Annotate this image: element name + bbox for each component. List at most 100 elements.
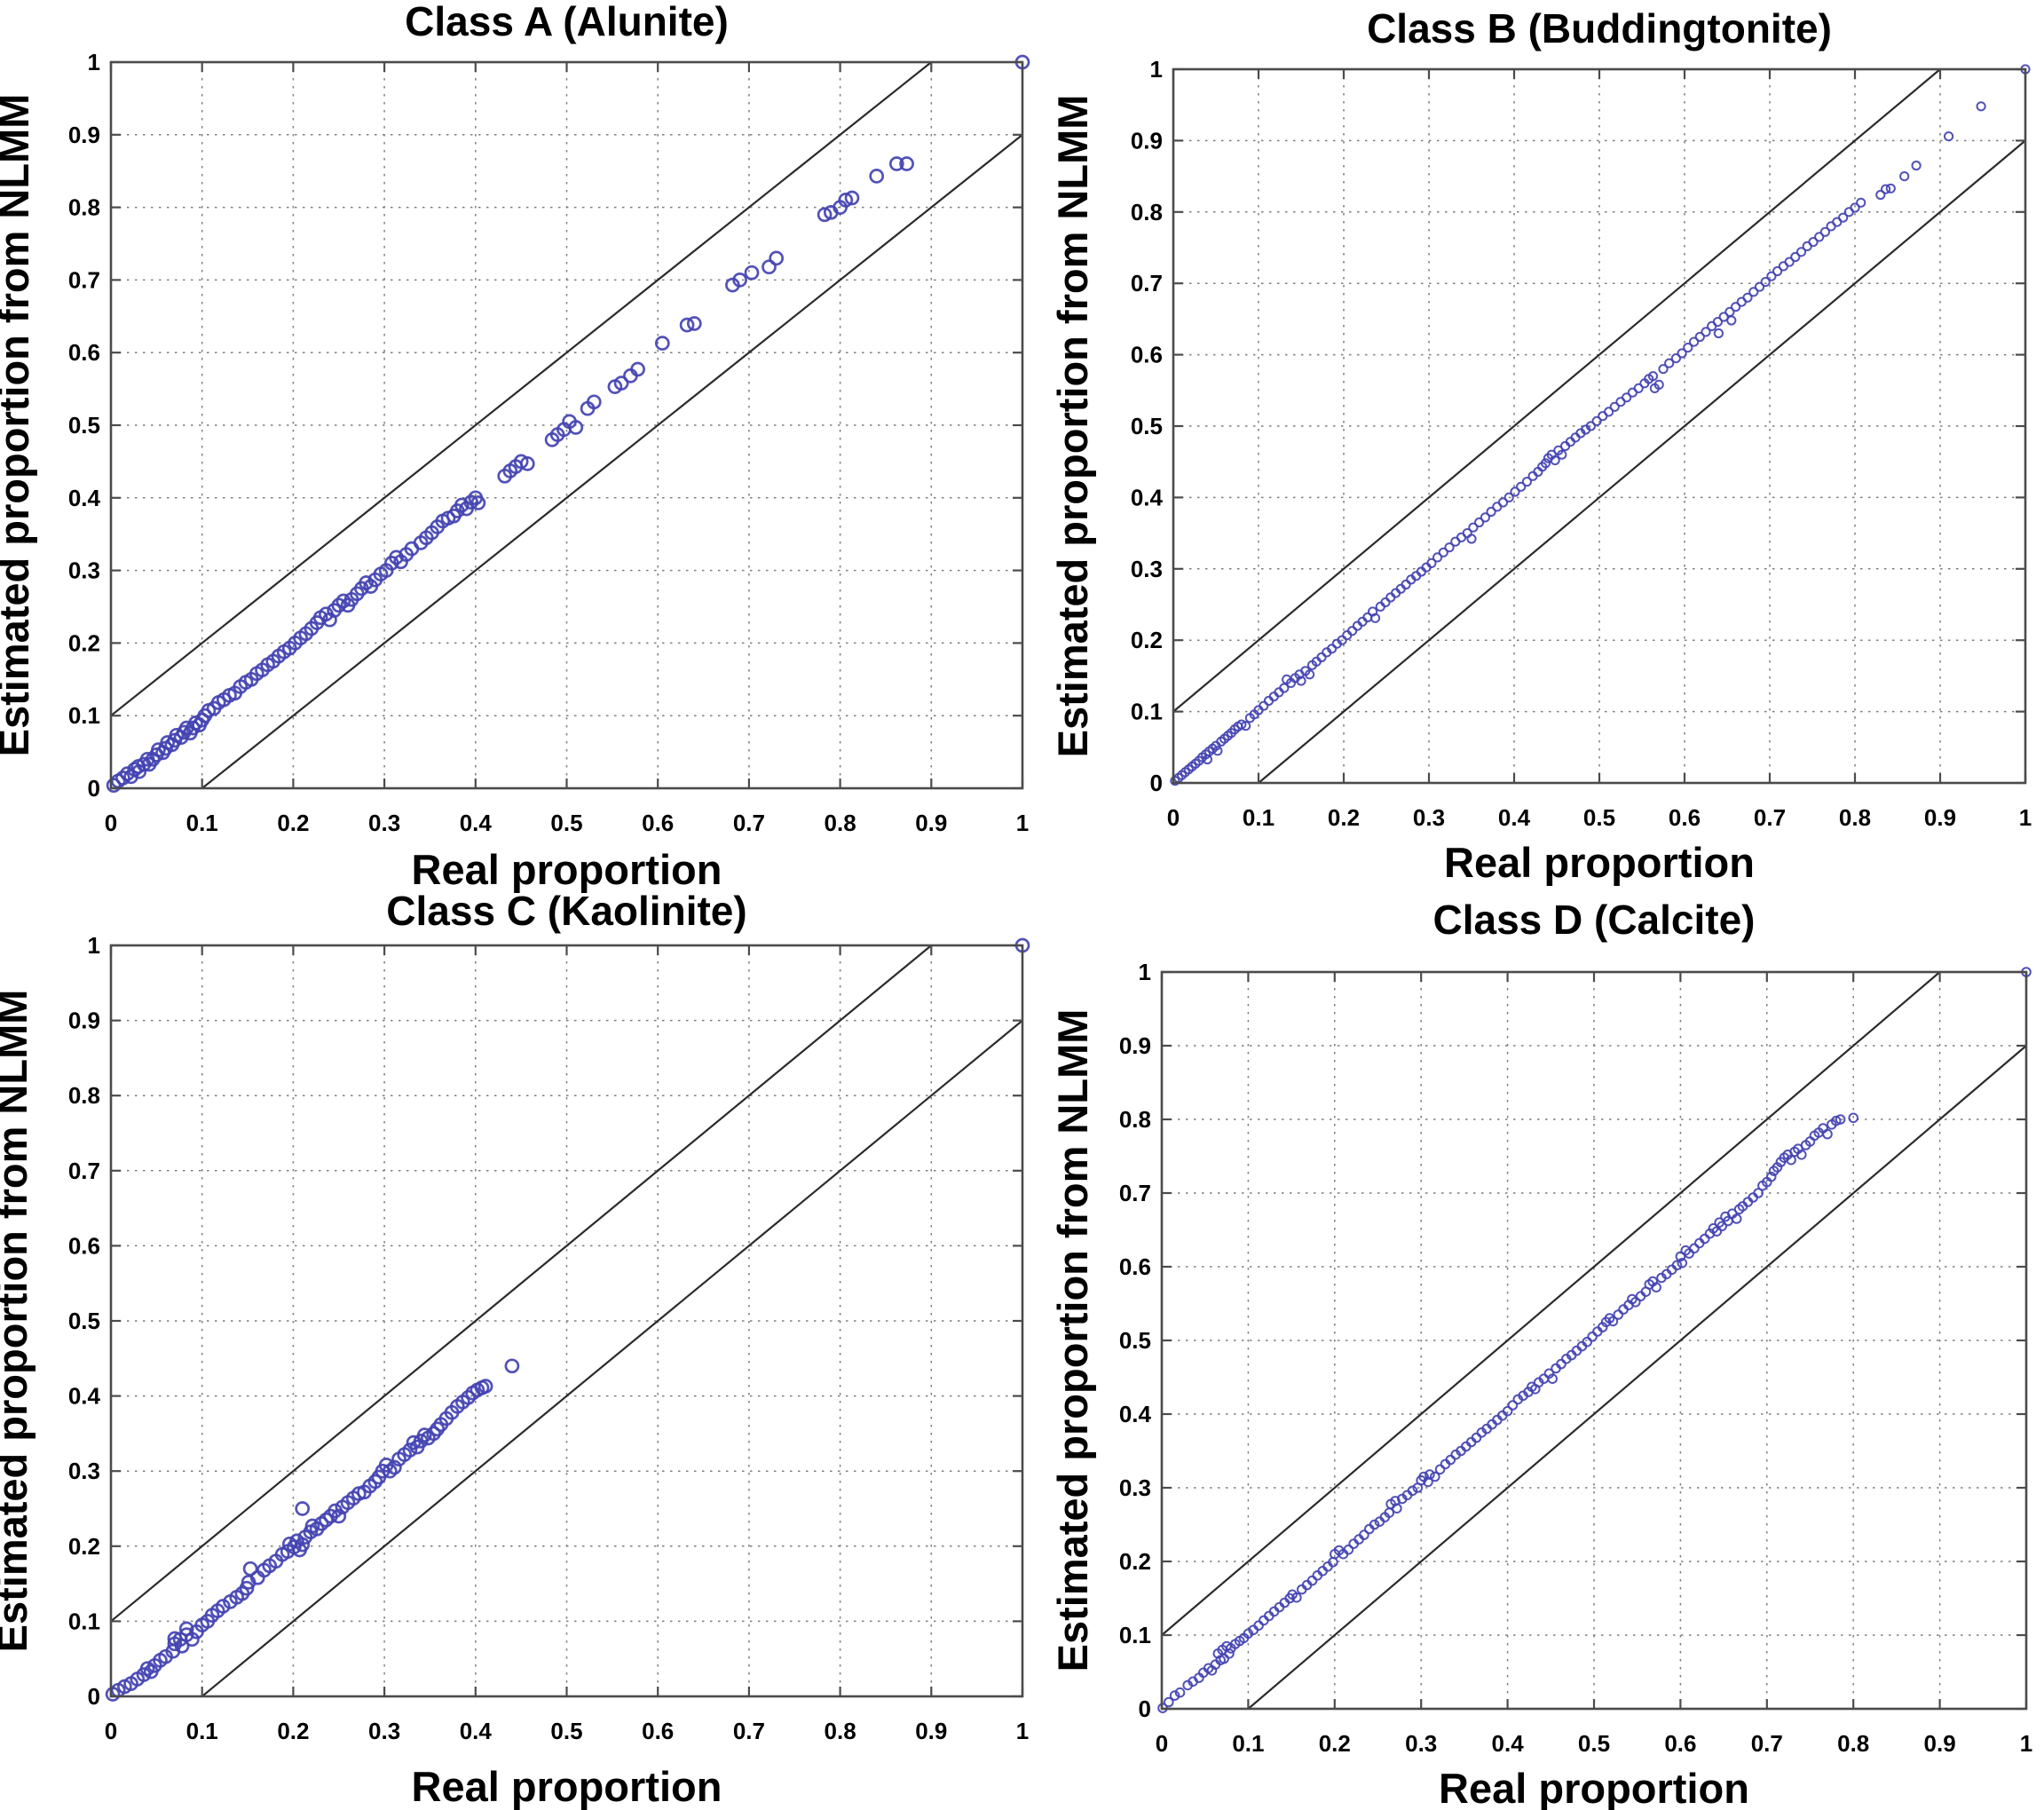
y-tick-label: 0.5 <box>68 1308 100 1334</box>
data-point <box>1875 189 1886 201</box>
y-tick-label: 0 <box>1139 1695 1151 1722</box>
x-tick-label: 1 <box>2019 804 2032 831</box>
data-point <box>1701 327 1711 337</box>
data-point <box>1424 1469 1435 1480</box>
data-point <box>1653 379 1664 390</box>
data-point <box>817 207 833 223</box>
data-point <box>1438 547 1448 557</box>
data-point <box>1711 1226 1723 1237</box>
plot-class-a: 00 0.1 0.1 0.2 0.2 0.3 0.3 0.4 0.4 0.5 0.5 0.6 0.6 0.… <box>0 0 1030 893</box>
chart-title: Class B (Buddingtonite) <box>1367 5 1832 51</box>
data-point <box>115 771 130 786</box>
y-tick-label: 0.9 <box>68 122 100 148</box>
data-point <box>1426 557 1437 569</box>
data-point <box>1507 1400 1519 1411</box>
data-point <box>185 1632 200 1648</box>
x-tick-label: 1 <box>1016 810 1029 836</box>
x-tick-label: 0.6 <box>1669 804 1701 831</box>
data-point <box>1716 1221 1727 1232</box>
y-tick-label: 0.8 <box>1131 199 1163 225</box>
plot-class-d: 00 0.1 0.1 0.2 0.2 0.3 0.3 0.4 0.4 0.5 0.5 0.6 0.6 0.… <box>1049 897 2032 1810</box>
chart-title: Class D (Calcite) <box>1432 897 1755 943</box>
data-point <box>1633 383 1644 393</box>
data-point <box>1585 421 1597 431</box>
y-tick-label: 0.5 <box>68 412 100 439</box>
x-tick-label: 0.7 <box>733 1718 765 1744</box>
x-tick-label: 1 <box>2020 1730 2032 1757</box>
x-tick-label: 0.7 <box>1751 1730 1783 1757</box>
data-point <box>242 1561 258 1577</box>
data-point <box>1838 212 1849 223</box>
x-tick-label: 0.3 <box>368 810 400 836</box>
data-point <box>1241 721 1251 731</box>
y-tick-label: 0.6 <box>1119 1253 1151 1280</box>
data-point <box>470 495 486 510</box>
data-point <box>335 593 351 609</box>
y-tick-label: 0.3 <box>1119 1474 1151 1501</box>
data-point <box>1976 101 1986 112</box>
x-tick-label: 0.4 <box>460 1718 493 1744</box>
x-tick-label: 0.1 <box>186 810 218 836</box>
x-tick-label: 0.8 <box>1839 804 1871 831</box>
data-point <box>1850 202 1860 213</box>
y-tick-label: 0.4 <box>68 1383 101 1410</box>
data-point <box>1480 512 1491 523</box>
data-point <box>387 1459 402 1475</box>
data-point <box>1684 1248 1694 1259</box>
y-tick-label: 0.6 <box>68 339 100 366</box>
x-tick-label: 0 <box>1167 804 1180 831</box>
y-tick-label: 0.3 <box>68 557 100 584</box>
y-tick-label: 0.4 <box>1131 484 1164 510</box>
y-axis-label: Estimated proportion from NLMM <box>0 990 36 1653</box>
data-point <box>1765 1171 1777 1182</box>
data-point <box>1327 644 1338 654</box>
y-tick-label: 0 <box>88 775 100 802</box>
data-point <box>461 1389 476 1405</box>
data-point <box>679 317 695 333</box>
y-tick-label: 0.7 <box>68 1158 100 1184</box>
data-point <box>1471 1432 1482 1443</box>
data-point <box>389 549 404 565</box>
y-tick-label: 0.1 <box>68 1608 100 1634</box>
y-tick-label: 0.2 <box>68 1533 100 1560</box>
data-point <box>1582 1336 1592 1348</box>
y-tick-label: 1 <box>1139 959 1151 985</box>
data-point <box>769 250 785 266</box>
data-point <box>1407 1485 1418 1497</box>
x-tick-label: 0.2 <box>277 810 309 836</box>
data-point <box>762 259 777 275</box>
data-point <box>1748 287 1759 297</box>
data-point <box>1613 1309 1624 1320</box>
y-tick-label: 0.1 <box>68 702 100 729</box>
x-tick-label: 0.6 <box>642 810 674 836</box>
x-tick-label: 1 <box>1016 1718 1029 1744</box>
plot-class-b: 00 0.1 0.1 0.2 0.2 0.3 0.3 0.4 0.4 0.5 0.5 0.6 0.6 0.… <box>1049 5 2032 886</box>
y-tick-label: 0 <box>88 1683 100 1710</box>
x-tick-label: 0.3 <box>1413 804 1445 831</box>
x-tick-label: 0.9 <box>1924 804 1956 831</box>
grid-class-a <box>111 62 1022 788</box>
scatter-series-class-a <box>106 54 1030 794</box>
data-point <box>1445 1454 1456 1466</box>
x-tick-label: 0.6 <box>1664 1730 1696 1757</box>
data-point <box>1174 1687 1186 1698</box>
y-tick-label: 0.3 <box>68 1458 100 1484</box>
data-point <box>1369 1519 1380 1530</box>
x-tick-label: 0.7 <box>1754 804 1786 831</box>
x-tick-label: 0 <box>1156 1730 1168 1757</box>
tick-marks-class-d <box>1160 970 2028 1711</box>
data-point <box>1651 1282 1661 1292</box>
y-tick-label: 0.4 <box>68 485 101 511</box>
data-point <box>331 1508 347 1524</box>
y-tick-label: 0.7 <box>1119 1180 1151 1206</box>
data-point <box>1224 1648 1235 1659</box>
y-tick-label: 1 <box>88 49 100 75</box>
x-tick-label: 0.9 <box>1924 1730 1956 1757</box>
upper-band-line <box>110 61 932 717</box>
data-point <box>1796 1150 1807 1160</box>
data-point <box>1587 1332 1598 1342</box>
data-point <box>1521 477 1533 487</box>
data-point <box>519 456 535 471</box>
y-tick-label: 0.5 <box>1119 1327 1151 1354</box>
data-point <box>1731 302 1741 312</box>
